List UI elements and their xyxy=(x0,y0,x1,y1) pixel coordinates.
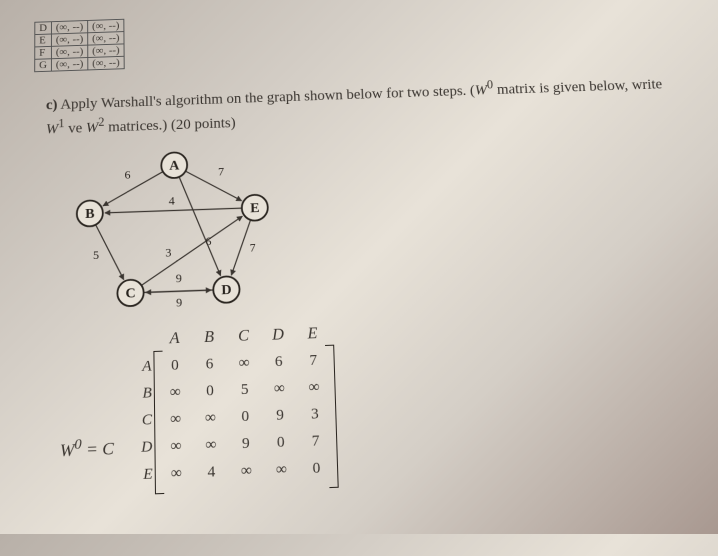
table-cell: (∞, --) xyxy=(51,45,87,59)
svg-text:B: B xyxy=(85,206,94,221)
edge-weight: 4 xyxy=(169,193,175,207)
bracket-left xyxy=(153,351,164,495)
table-cell: E xyxy=(35,34,52,47)
table-cell: F xyxy=(35,46,52,59)
graph-node-D: D xyxy=(213,276,240,303)
table-cell: (∞, --) xyxy=(88,32,124,46)
table-cell: (∞, --) xyxy=(88,56,124,70)
matrix-cell: ∞ xyxy=(229,457,265,486)
matrix-col-header: B xyxy=(192,328,227,348)
matrix-cell: 4 xyxy=(194,458,230,487)
partial-table-fragment: D(∞, --)(∞, --)E(∞, --)(∞, --)F(∞, --)(∞… xyxy=(34,19,124,72)
matrix-col-header: C xyxy=(226,327,261,347)
question-text: c) Apply Warshall's algorithm on the gra… xyxy=(46,70,681,139)
matrix-col-header: D xyxy=(261,326,296,346)
matrix-cell: 9 xyxy=(228,430,263,458)
graph-node-A: A xyxy=(161,152,187,178)
table-cell: (∞, --) xyxy=(51,58,87,72)
svg-text:A: A xyxy=(169,158,179,173)
edge-weight: 7 xyxy=(250,240,256,254)
matrix-cell: 6 xyxy=(192,350,227,378)
edge-weight: 9 xyxy=(176,295,182,310)
table-cell: (∞, --) xyxy=(51,20,87,34)
graph-edge xyxy=(146,290,214,292)
table-cell: D xyxy=(35,22,52,35)
svg-text:C: C xyxy=(125,285,135,301)
matrix-cell: ∞ xyxy=(264,456,300,485)
q-text-1: Apply Warshall's algorithm on the graph … xyxy=(60,83,475,113)
matrix-col-header: E xyxy=(295,324,330,344)
q-text-3: matrices.) (20 points) xyxy=(104,115,235,135)
matrix-cell: 0 xyxy=(192,377,227,405)
matrix-cell: ∞ xyxy=(193,431,228,459)
edge-weight: 9 xyxy=(176,271,182,286)
graph-edge xyxy=(96,224,124,281)
edge-weight: 6 xyxy=(205,234,211,248)
graph-edge xyxy=(105,208,242,213)
table-cell: (∞, --) xyxy=(88,19,124,33)
graph-edge xyxy=(186,169,242,202)
matrix-col-header: A xyxy=(157,329,192,349)
graph-diagram: 6 7 4 5 3 6 7 9 9 A B E C D xyxy=(60,144,293,321)
graph-edge xyxy=(141,216,244,285)
edge-weight: 5 xyxy=(93,248,99,262)
part-label: c) xyxy=(46,97,58,113)
q-text-2: matrix is given below, write xyxy=(493,77,663,98)
matrix-cell: 0 xyxy=(263,428,299,456)
matrix-label: W0 = C xyxy=(60,435,114,462)
table-cell: G xyxy=(35,59,52,72)
matrix-cell: ∞ xyxy=(193,404,228,432)
graph-node-B: B xyxy=(77,200,103,227)
svg-text:E: E xyxy=(250,200,260,215)
matrix-cell: 0 xyxy=(228,403,263,431)
edge-weight: 6 xyxy=(124,168,130,182)
edge-weight: 3 xyxy=(165,245,171,259)
graph-node-C: C xyxy=(117,279,143,306)
graph-edge xyxy=(179,176,220,278)
svg-text:D: D xyxy=(221,282,232,298)
graph-edge xyxy=(103,172,164,206)
matrix-cell: 9 xyxy=(262,401,297,429)
edge-weight: 7 xyxy=(218,164,224,178)
matrix-cell: 6 xyxy=(261,348,296,376)
graph-node-E: E xyxy=(242,194,269,221)
table-cell: (∞, --) xyxy=(51,33,87,47)
matrix-cell: ∞ xyxy=(227,349,262,377)
table-cell: (∞, --) xyxy=(88,44,124,58)
matrix-cell: ∞ xyxy=(262,375,297,403)
matrix-cell: 5 xyxy=(227,376,262,404)
matrix-col-headers: ABCDE xyxy=(157,324,330,348)
graph-edge xyxy=(230,220,252,275)
matrix-w0: W0 = C ABCDE A06∞67B∞05∞∞C∞∞093D∞∞907E∞4… xyxy=(70,347,335,496)
